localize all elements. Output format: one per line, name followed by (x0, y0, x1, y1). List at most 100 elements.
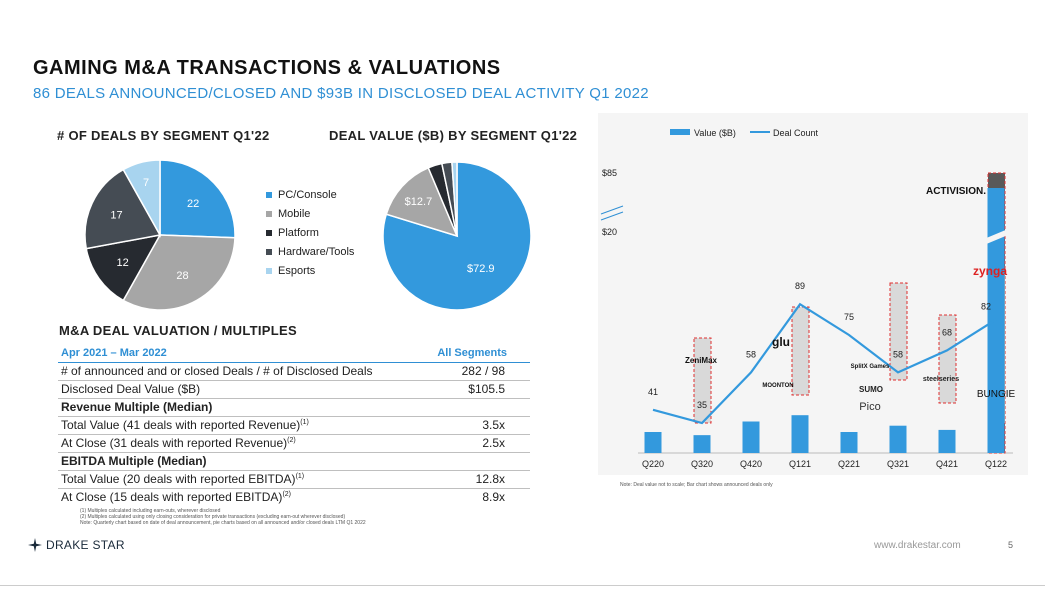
data-label: 68 (942, 327, 952, 337)
value-bar (840, 432, 858, 453)
footnote: (1) Multiples calculated including earn-… (80, 508, 221, 514)
pie-label: $12.7 (405, 196, 433, 208)
pie-slice-pc-console (159, 160, 235, 239)
deal-outline-bar (791, 306, 810, 396)
value-bar (938, 429, 956, 453)
row-label: Disclosed Deal Value ($B) (58, 380, 421, 399)
row-value: 282 / 98 (420, 362, 530, 381)
legend-swatch (266, 229, 272, 236)
deal-outline-bar (938, 314, 957, 404)
data-label: 75 (844, 312, 854, 322)
footnote-ref: (1) (295, 473, 305, 480)
x-tick-label: Q421 (936, 459, 958, 469)
pie-legend: PC/Console Mobile Platform Hardware/Tool… (266, 185, 354, 280)
row-label: Revenue Multiple (Median) (58, 398, 421, 417)
deal-outline-bar (693, 337, 712, 424)
legend-swatch (266, 267, 272, 274)
value-bar (742, 421, 760, 453)
legend-swatch (266, 248, 272, 255)
company-logo: MOONTON (762, 383, 793, 389)
pie-slice-platform (85, 233, 162, 302)
deal-outline-bar (889, 282, 908, 381)
footnote: Note: Quarterly chart based on date of d… (80, 520, 366, 526)
bar-break (984, 229, 1008, 245)
footnote-ref: (2) (282, 491, 291, 499)
legend-item-mobile: Mobile (266, 204, 354, 223)
value-pie-chart: $72.9 $12.7 (383, 162, 531, 310)
row-label: At Close (15 deals with reported EBITDA)… (61, 490, 291, 505)
data-label: 82 (981, 302, 991, 312)
row-value: 3.5x (420, 416, 530, 435)
legend-swatch (266, 210, 272, 217)
company-logo: SplitX Games (851, 364, 890, 370)
company-logo: Pico (859, 401, 880, 413)
data-label: 58 (746, 349, 756, 359)
axis-break (600, 211, 624, 221)
row-label: At Close (31 deals with reported Revenue… (58, 434, 421, 453)
x-tick-label: Q121 (789, 459, 811, 469)
company-logo: ACTIVISION. (926, 186, 986, 197)
legend-item-hardware-tools: Hardware/Tools (266, 242, 354, 261)
pie-label: 12 (116, 257, 128, 269)
company-logo: ZeniMax (685, 356, 718, 365)
pie-label: 22 (187, 198, 199, 210)
valuation-title: M&A DEAL VALUATION / MULTIPLES (59, 323, 297, 338)
quarterly-chart: Value ($B) Deal Count $85 $20 Q220 Q320 Q420 Q1… (600, 128, 1016, 469)
company-logo: glu (772, 335, 790, 349)
value-bar (644, 432, 662, 453)
valuation-table: Apr 2021 – Mar 2022 All Segments # of an… (58, 344, 530, 506)
footnote-ref: (1) (300, 419, 309, 426)
row-value: 12.8x (420, 470, 530, 489)
x-tick-label: Q320 (691, 459, 713, 469)
table-row: EBITDA Multiple (Median) (58, 452, 530, 471)
deal-count-line (652, 302, 997, 425)
row-label: Total Value (41 deals with reported Reve… (58, 416, 421, 435)
company-logo: zynga (973, 264, 1007, 278)
table-row: At Close (15 deals with reported EBITDA)… (58, 488, 530, 506)
x-tick-label: Q220 (642, 459, 664, 469)
deals-pie-title: # OF DEALS BY SEGMENT Q1'22 (57, 128, 270, 143)
data-label: 89 (795, 281, 805, 291)
row-value (420, 452, 530, 471)
table-header-row: Apr 2021 – Mar 2022 All Segments (58, 344, 530, 363)
legend-swatch-value (670, 129, 690, 135)
row-label: EBITDA Multiple (Median) (58, 452, 421, 471)
table-header-value: All Segments (420, 344, 530, 363)
row-label: # of announced and or closed Deals / # o… (58, 362, 421, 381)
table-header-label: Apr 2021 – Mar 2022 (58, 344, 421, 363)
footnotes: (1) Multiples calculated including earn-… (80, 508, 366, 526)
footnote-ref: (2) (287, 437, 296, 444)
table-row: At Close (31 deals with reported Revenue… (58, 434, 530, 453)
pie-label: 7 (143, 177, 149, 189)
table-row: Total Value (41 deals with reported Reve… (58, 416, 530, 435)
x-tick-label: Q221 (838, 459, 860, 469)
row-value: 8.9x (482, 490, 505, 505)
chart-note: Note: Deal value not to scale; Bar chart… (620, 482, 773, 488)
x-tick-label: Q420 (740, 459, 762, 469)
pie-slice-mobile (385, 166, 459, 238)
y-tick-label: $85 (602, 168, 617, 178)
data-label: 35 (697, 400, 707, 410)
value-bar (791, 415, 809, 453)
row-value (420, 398, 530, 417)
company-logo: BUNGIE (977, 389, 1016, 400)
data-label: 41 (648, 387, 658, 397)
table-row: Disclosed Deal Value ($B) $105.5 (58, 380, 530, 399)
website-link[interactable]: www.drakestar.com (874, 540, 961, 551)
row-value: $105.5 (420, 380, 530, 399)
page-number: 5 (1008, 540, 1014, 550)
data-label: 58 (893, 349, 903, 359)
company-logo: SUMO (859, 385, 883, 394)
table-row: Revenue Multiple (Median) (58, 398, 530, 417)
x-tick-label: Q122 (985, 459, 1007, 469)
drake-star-logo: DRAKE STAR (28, 538, 125, 552)
legend-label-value: Value ($B) (694, 128, 736, 138)
legend-label-count: Deal Count (773, 128, 819, 138)
pie-slice-mobile (122, 234, 235, 310)
y-tick-label: $20 (602, 227, 617, 237)
legend-item-pc-console: PC/Console (266, 185, 354, 204)
pie-slice-hardware-tools (85, 168, 162, 250)
row-value: 2.5x (420, 434, 530, 453)
pie-slice-esports (451, 162, 458, 237)
company-logo: steelseries (923, 376, 959, 383)
